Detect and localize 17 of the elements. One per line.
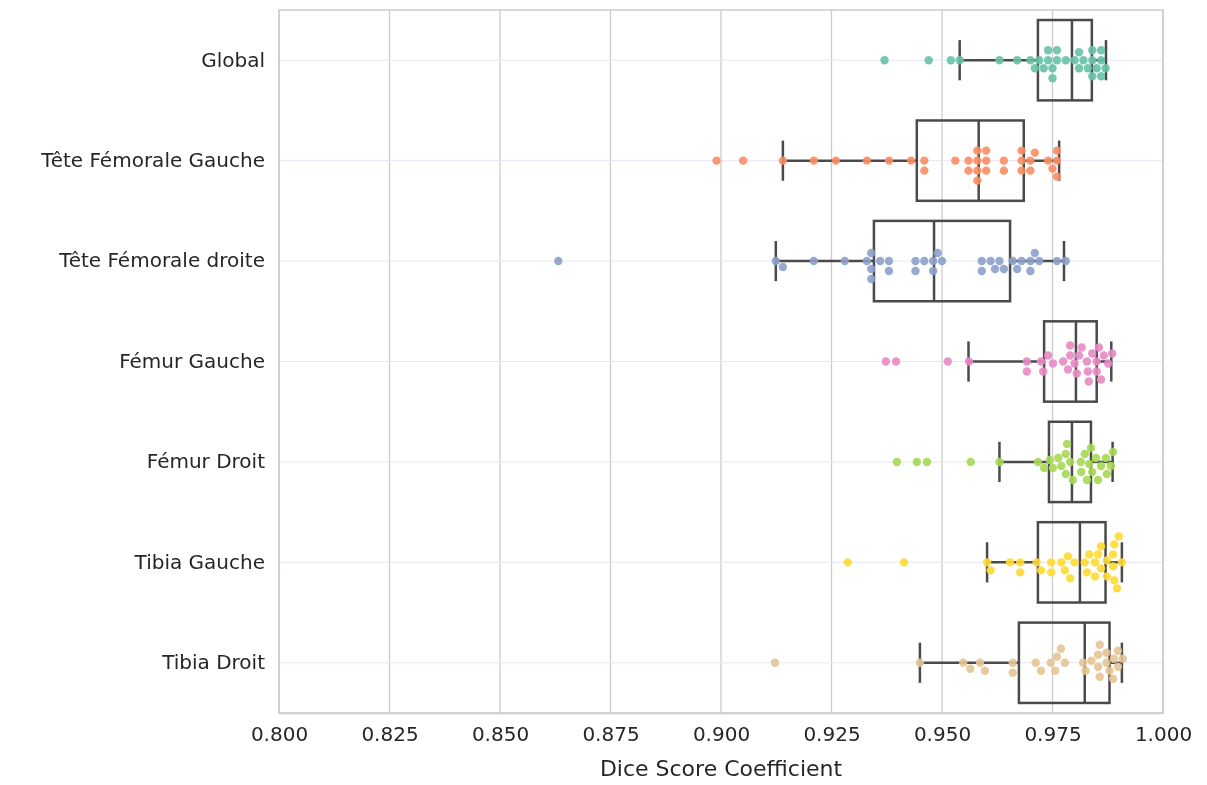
x-axis-title: Dice Score Coefficient bbox=[599, 756, 843, 781]
y-tick-label: Global bbox=[201, 47, 265, 72]
y-tick-label: Tibia Droit bbox=[161, 650, 266, 675]
x-tick-label: 0.800 bbox=[250, 722, 309, 747]
x-tick-label: 0.825 bbox=[361, 722, 419, 747]
x-tick-label: 0.900 bbox=[692, 722, 751, 747]
y-tick-label: Tête Fémorale droite bbox=[58, 248, 265, 273]
y-tick-label: Tête Fémorale Gauche bbox=[40, 148, 265, 173]
y-tick-label: Tibia Gauche bbox=[133, 549, 265, 574]
y-tick-label: Fémur Droit bbox=[146, 449, 266, 474]
y-tick-label: Fémur Gauche bbox=[119, 348, 265, 373]
x-tick-label: 0.850 bbox=[471, 722, 530, 747]
x-tick-label: 1.000 bbox=[1134, 722, 1193, 747]
x-tick-label: 0.950 bbox=[913, 722, 972, 747]
x-tick-label: 0.975 bbox=[1024, 722, 1082, 747]
x-tick-label: 0.925 bbox=[803, 722, 861, 747]
x-tick-label: 0.875 bbox=[582, 722, 640, 747]
